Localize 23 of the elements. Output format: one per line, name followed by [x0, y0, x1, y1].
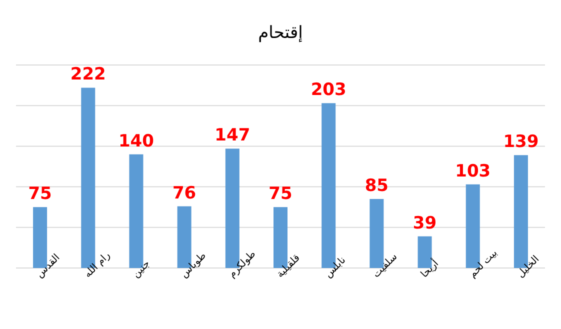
- data-label: 222: [70, 64, 106, 85]
- x-tick-label: القدس: [34, 252, 62, 280]
- x-tick-label: جنين: [130, 258, 152, 280]
- data-label: 85: [364, 176, 389, 196]
- x-tick-label: بيت لحم: [467, 248, 500, 280]
- chart-title: إقتحام: [258, 23, 303, 43]
- data-label: 75: [268, 184, 292, 204]
- data-label: 147: [214, 126, 250, 146]
- x-tick-label: قلقيلية: [274, 252, 302, 280]
- data-label: 76: [172, 183, 196, 204]
- x-tick-label: أريحا: [418, 256, 442, 280]
- data-label: 39: [412, 213, 437, 234]
- x-tick-label: نابلس: [322, 254, 348, 280]
- x-tick-label: رام الله: [82, 250, 113, 280]
- x-tick-label: الخليل: [515, 254, 542, 280]
- x-tick-label: سلفيت: [371, 251, 400, 280]
- x-tick-label: طوباس: [178, 250, 209, 280]
- data-label: 139: [503, 132, 539, 152]
- data-label: 75: [28, 184, 52, 204]
- data-label: 140: [118, 131, 154, 152]
- x-tick-label: طولكرم: [226, 248, 258, 280]
- data-label: 103: [455, 161, 491, 182]
- data-label: 203: [310, 80, 346, 100]
